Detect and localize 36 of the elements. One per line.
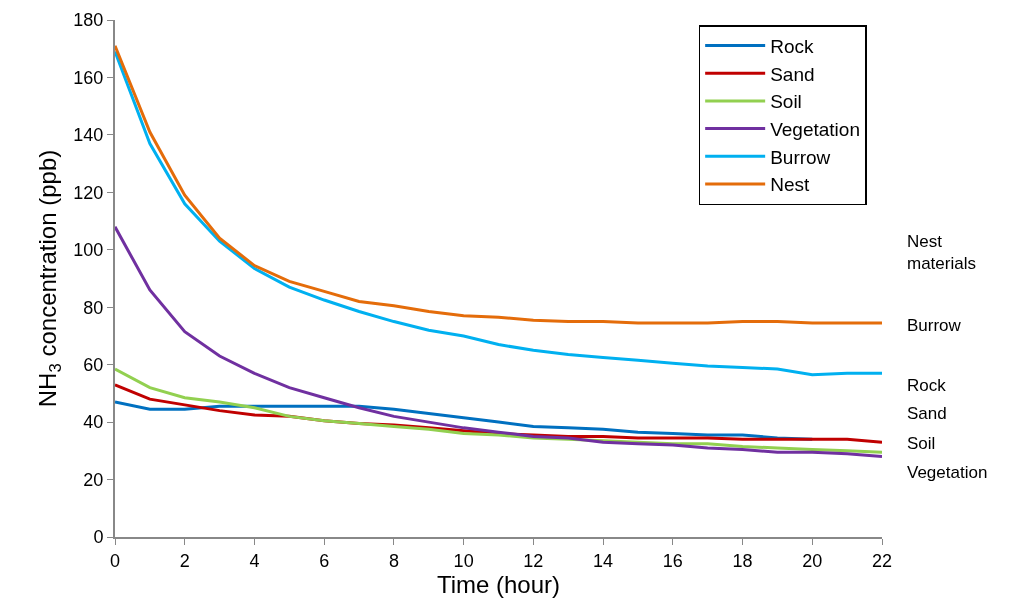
x-tick-label: 0 [109, 550, 121, 571]
y-tick-label: 20 [83, 469, 104, 490]
x-tick-label: 6 [319, 550, 330, 571]
y-tick-label: 0 [93, 527, 104, 548]
legend-label: Sand [770, 63, 815, 85]
x-tick-label: 22 [871, 550, 893, 571]
legend-label: Burrow [770, 146, 831, 168]
x-axis-title: Time (hour) [436, 570, 561, 598]
text: Nest materials [907, 232, 976, 274]
y-tick-label: 100 [73, 240, 104, 261]
legend-label: Rock [770, 35, 814, 57]
text: Vegetation [907, 463, 988, 482]
line-series [115, 225, 882, 459]
x-tick-label: 14 [593, 550, 614, 571]
y-tick-label: 60 [83, 354, 104, 375]
x-tick-label: 12 [523, 550, 544, 571]
text: Sand [907, 404, 947, 423]
y-tick-label: 140 [73, 125, 104, 146]
legend-label: Nest [770, 174, 810, 196]
x-tick-label: 8 [388, 550, 399, 571]
x-tick-label: 18 [732, 550, 753, 571]
y-tick-label: 40 [83, 412, 104, 433]
legend-label: Vegetation [770, 119, 860, 141]
x-tick-label: 2 [179, 550, 190, 571]
y-tick-label: 80 [83, 297, 104, 318]
text: Rock [907, 376, 947, 395]
y-tick-label: 180 [73, 10, 104, 31]
x-tick-label: 10 [453, 550, 474, 571]
text: Soil [907, 434, 936, 453]
text: Burrow [907, 316, 962, 335]
y-tick-label: 160 [73, 67, 104, 88]
y-tick-label: 120 [73, 182, 104, 203]
x-tick-label: 20 [802, 550, 823, 571]
x-tick-label: 4 [249, 550, 260, 571]
x-tick-label: 16 [662, 550, 683, 571]
legend-label: Soil [770, 91, 802, 113]
